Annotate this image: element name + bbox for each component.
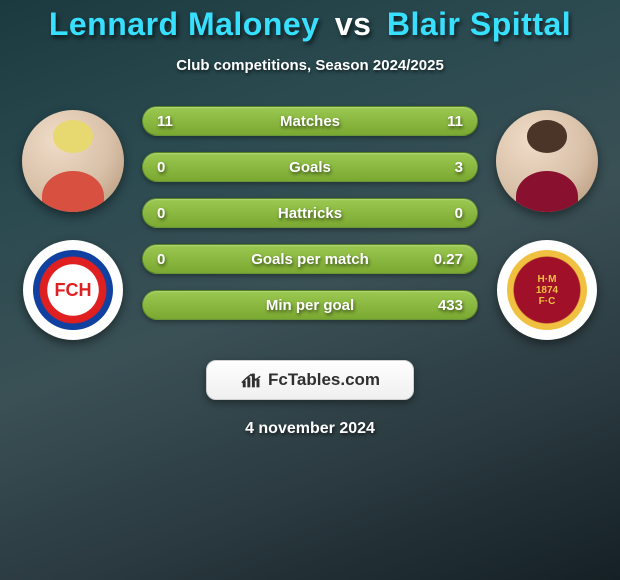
stat-right-value: 433 — [427, 297, 463, 314]
stat-left-value: 11 — [157, 113, 193, 130]
page-title: Lennard Maloney vs Blair Spittal — [49, 6, 571, 43]
stat-left-value: 0 — [157, 159, 193, 176]
stats-list: 11 Matches 11 0 Goals 3 0 Hattricks 0 0 … — [142, 106, 478, 320]
stat-label: Goals per match — [193, 251, 427, 268]
main-grid: FCH 11 Matches 11 0 Goals 3 0 Hattricks … — [0, 106, 620, 340]
source-badge: FcTables.com — [206, 360, 414, 400]
snapshot-date: 4 november 2024 — [245, 420, 375, 438]
stat-right-value: 11 — [427, 113, 463, 130]
vs-separator: vs — [335, 6, 372, 42]
stat-label: Matches — [193, 113, 427, 130]
player2-club-crest: H·M 1874 F·C — [497, 240, 597, 340]
subtitle: Club competitions, Season 2024/2025 — [176, 57, 444, 74]
stat-row: 11 Matches 11 — [142, 106, 478, 136]
player1-name: Lennard Maloney — [49, 6, 320, 42]
right-column: H·M 1874 F·C — [496, 106, 598, 340]
stat-label: Min per goal — [193, 297, 427, 314]
stat-left-value: 0 — [157, 205, 193, 222]
source-label: FcTables.com — [268, 370, 380, 390]
left-column: FCH — [22, 106, 124, 340]
stat-right-value: 3 — [427, 159, 463, 176]
chart-icon — [240, 369, 262, 391]
stat-label: Hattricks — [193, 205, 427, 222]
comparison-card: Lennard Maloney vs Blair Spittal Club co… — [0, 0, 620, 438]
player2-crest-text: H·M 1874 F·C — [507, 250, 587, 330]
crest-line: 1874 — [536, 285, 558, 296]
stat-row: 0 Hattricks 0 — [142, 198, 478, 228]
stat-row: Min per goal 433 — [142, 290, 478, 320]
player1-photo — [22, 110, 124, 212]
stat-left-value: 0 — [157, 251, 193, 268]
player1-club-crest: FCH — [23, 240, 123, 340]
crest-line: F·C — [539, 296, 556, 307]
player2-name: Blair Spittal — [387, 6, 571, 42]
player1-crest-text: FCH — [33, 250, 113, 330]
stat-row: 0 Goals per match 0.27 — [142, 244, 478, 274]
player2-photo — [496, 110, 598, 212]
crest-line: H·M — [538, 274, 557, 285]
stat-label: Goals — [193, 159, 427, 176]
stat-right-value: 0.27 — [427, 251, 463, 268]
stat-row: 0 Goals 3 — [142, 152, 478, 182]
stat-right-value: 0 — [427, 205, 463, 222]
